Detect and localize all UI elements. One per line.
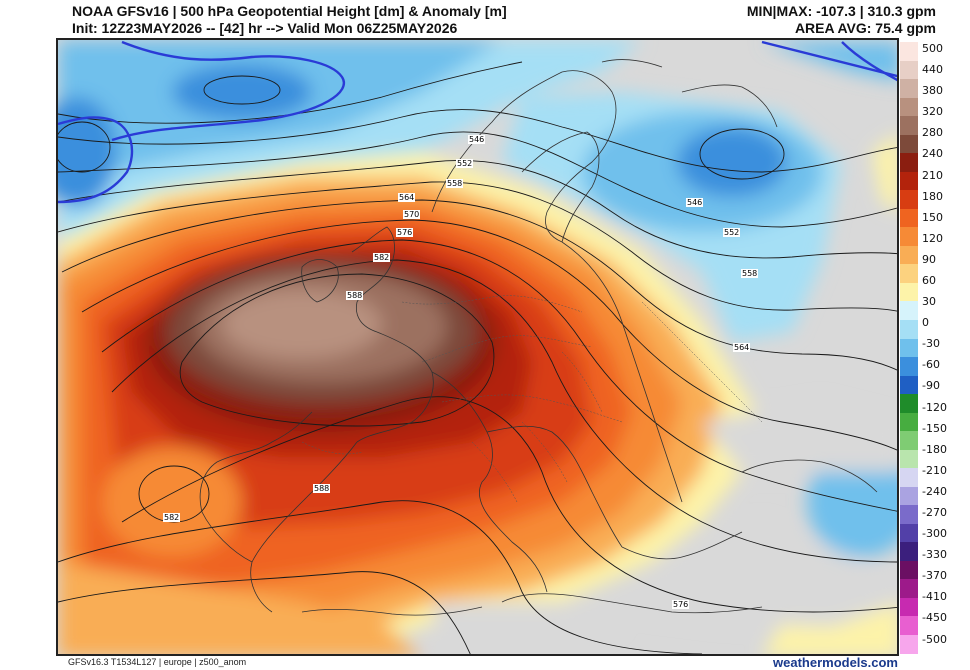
colorbar-label: 210 bbox=[922, 168, 943, 182]
colorbar-label: -410 bbox=[922, 590, 947, 604]
colorbar-label: -330 bbox=[922, 548, 947, 562]
colorbar-label: -180 bbox=[922, 442, 947, 456]
colorbar-label: -370 bbox=[922, 569, 947, 583]
contour-label: 588 bbox=[346, 291, 364, 300]
colorbar-label: 150 bbox=[922, 210, 943, 224]
colorbar-label: -450 bbox=[922, 611, 947, 625]
anomaly-colorbar bbox=[900, 42, 918, 654]
colorbar-label: 90 bbox=[922, 252, 936, 266]
colorbar-swatch bbox=[900, 134, 918, 154]
contour-label: 582 bbox=[163, 513, 181, 522]
colorbar-swatch bbox=[900, 264, 918, 283]
colorbar-label: 120 bbox=[922, 231, 943, 245]
colorbar-swatch bbox=[900, 394, 918, 413]
coastlines bbox=[199, 59, 878, 616]
contour-label: 588 bbox=[313, 484, 331, 493]
colorbar-swatch bbox=[900, 635, 918, 654]
anomaly-shading bbox=[58, 40, 897, 654]
colorbar-swatch bbox=[900, 116, 918, 135]
contour-label: 576 bbox=[396, 228, 414, 237]
colorbar-swatch bbox=[900, 486, 918, 506]
height-contours bbox=[58, 61, 897, 654]
colorbar-swatch bbox=[900, 208, 918, 228]
colorbar-label: 280 bbox=[922, 126, 943, 140]
contour-label: 582 bbox=[373, 253, 391, 262]
contour-label: 564 bbox=[733, 343, 751, 352]
colorbar-swatch bbox=[900, 79, 918, 98]
colorbar-label: 60 bbox=[922, 274, 936, 287]
colorbar-swatch bbox=[900, 468, 918, 487]
colorbar-label: -300 bbox=[922, 527, 947, 541]
colorbar-swatch bbox=[900, 42, 918, 61]
colorbar-swatch bbox=[900, 301, 918, 320]
map-panel[interactable]: 546 552 558 564 570 576 582 588 588 582 546 552 558 5… bbox=[56, 38, 899, 656]
colorbar-swatch bbox=[900, 319, 918, 339]
colorbar-swatch bbox=[900, 560, 918, 580]
colorbar-swatch bbox=[900, 245, 918, 265]
reference-contour bbox=[58, 40, 897, 204]
colorbar-swatch bbox=[900, 227, 918, 246]
colorbar-swatch bbox=[900, 171, 918, 191]
colorbar-label: -150 bbox=[922, 421, 947, 435]
colorbar-swatch bbox=[900, 282, 918, 302]
colorbar-swatch bbox=[900, 412, 918, 432]
colorbar-label: 320 bbox=[922, 105, 943, 119]
contour-label: 552 bbox=[456, 159, 474, 168]
colorbar-swatch bbox=[900, 616, 918, 635]
contour-label: 552 bbox=[723, 228, 741, 237]
colorbar-swatch bbox=[900, 153, 918, 172]
colorbar-label: -210 bbox=[922, 463, 947, 477]
colorbar-swatch bbox=[900, 542, 918, 561]
colorbar-swatch bbox=[900, 505, 918, 524]
colorbar-label: -60 bbox=[922, 358, 940, 372]
colorbar-swatch bbox=[900, 431, 918, 450]
site-credit-link[interactable]: weathermodels.com bbox=[773, 655, 898, 670]
chart-title: NOAA GFSv16 | 500 hPa Geopotential Heigh… bbox=[72, 3, 507, 19]
colorbar-swatch bbox=[900, 579, 918, 598]
contour-label: 558 bbox=[446, 179, 464, 188]
colorbar-swatch bbox=[900, 97, 918, 117]
colorbar-swatch bbox=[900, 190, 918, 209]
colorbar-label: 0 bbox=[922, 316, 929, 330]
colorbar-swatch bbox=[900, 523, 918, 543]
anomaly-map bbox=[58, 40, 897, 654]
contour-label: 564 bbox=[398, 193, 416, 202]
colorbar-swatch bbox=[900, 449, 918, 469]
colorbar-swatch bbox=[900, 338, 918, 358]
colorbar-label: -500 bbox=[922, 632, 947, 646]
colorbar-swatch bbox=[900, 597, 918, 617]
area-average-readout: AREA AVG: 75.4 gpm bbox=[794, 20, 936, 36]
country-borders bbox=[301, 295, 763, 503]
colorbar-label: 240 bbox=[922, 147, 943, 161]
model-footer: GFSv16.3 T1534L127 | europe | z500_anom bbox=[68, 657, 247, 667]
contour-label: 546 bbox=[468, 135, 486, 144]
colorbar-label: 30 bbox=[922, 295, 936, 309]
colorbar-label: 500 bbox=[922, 42, 943, 55]
contour-label: 576 bbox=[672, 600, 690, 609]
chart-subtitle: Init: 12Z23MAY2026 -- [42] hr --> Valid … bbox=[72, 20, 458, 36]
colorbar-label: -240 bbox=[922, 484, 947, 498]
colorbar-label: 440 bbox=[922, 63, 943, 77]
contour-label: 570 bbox=[403, 210, 421, 219]
colorbar-label: -30 bbox=[922, 337, 940, 351]
colorbar-swatch bbox=[900, 375, 918, 395]
colorbar-label: -90 bbox=[922, 379, 940, 393]
min-max-readout: MIN|MAX: -107.3 | 310.3 gpm bbox=[746, 3, 936, 19]
contour-label: 558 bbox=[741, 269, 759, 278]
colorbar-label: -120 bbox=[922, 400, 947, 414]
colorbar-label: -270 bbox=[922, 506, 947, 520]
colorbar-swatch bbox=[900, 357, 918, 376]
colorbar-label: 180 bbox=[922, 189, 943, 203]
contour-label: 546 bbox=[686, 198, 704, 207]
colorbar-label: 380 bbox=[922, 84, 943, 98]
colorbar-swatch bbox=[900, 60, 918, 80]
